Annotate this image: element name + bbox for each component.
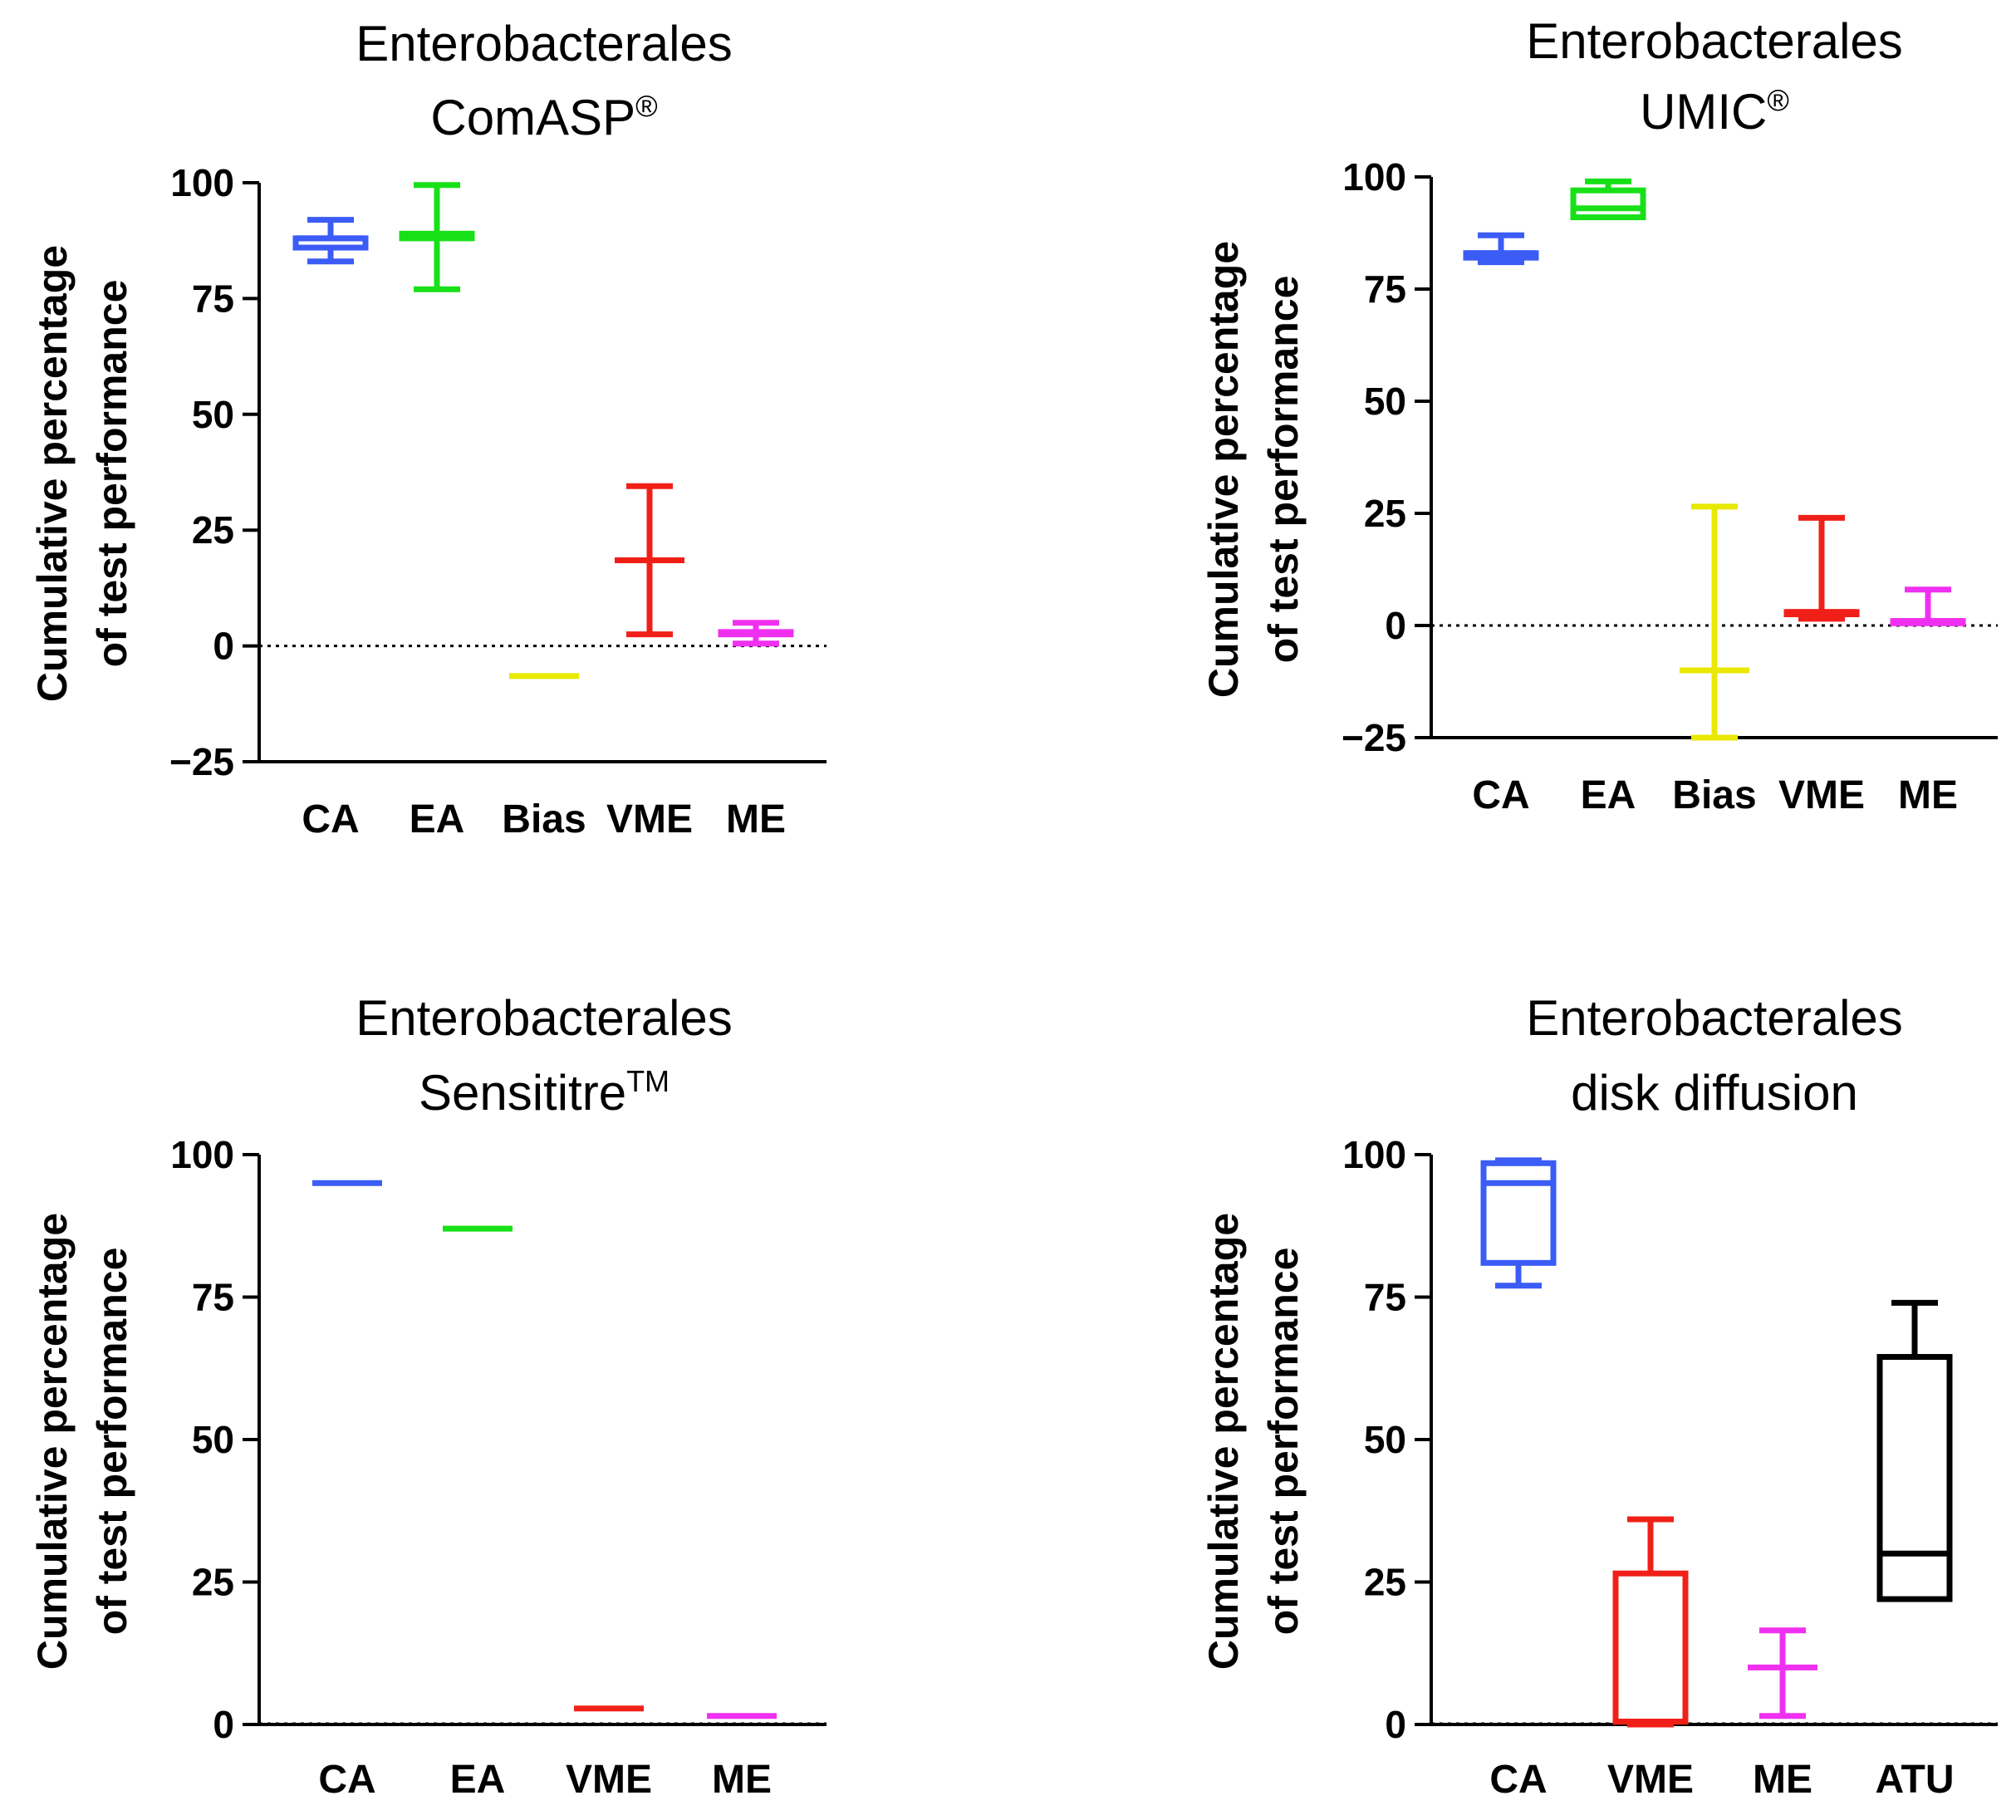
y-tick-label: 100	[1342, 155, 1406, 199]
y-tick-label: 0	[213, 1703, 234, 1746]
subtitle-mark: ®	[635, 89, 658, 123]
y-tick-label: 75	[1364, 1276, 1406, 1319]
series-me	[1748, 1627, 1817, 1719]
y-tick-label: −25	[1342, 716, 1406, 759]
y-tick-label: 75	[192, 277, 234, 320]
y-tick-label: 25	[192, 508, 234, 552]
series-ea	[399, 182, 475, 292]
series-vme	[1612, 1516, 1689, 1728]
box-iqr	[1570, 187, 1646, 221]
x-category-label: Bias	[1672, 773, 1756, 817]
y-tick-label: 100	[1342, 1133, 1406, 1176]
x-category-label: ME	[1753, 1758, 1812, 1802]
chart-title: Enterobacterales	[1526, 990, 1903, 1046]
x-category-label: VME	[566, 1758, 652, 1802]
chart-title: Enterobacterales	[1526, 13, 1903, 69]
x-category-label: ATU	[1875, 1758, 1954, 1802]
y-tick-label: 75	[1364, 267, 1406, 311]
x-category-label: CA	[302, 797, 359, 841]
y-axis-label-line: of test performance	[1260, 276, 1307, 664]
x-category-label: VME	[606, 797, 693, 841]
y-tick-label: 25	[1364, 1561, 1406, 1604]
y-tick-label: 25	[1364, 492, 1406, 535]
series-bias	[1680, 503, 1749, 741]
chart-subtitle: disk diffusion	[1571, 1065, 1858, 1121]
x-category-label: ME	[712, 1758, 772, 1802]
x-category-label: VME	[1607, 1758, 1694, 1802]
series-ea	[1570, 178, 1646, 221]
y-tick-label: 0	[1385, 604, 1406, 647]
y-axis-label-line: Cumulative percentage	[29, 1213, 76, 1670]
series-ca	[1480, 1157, 1557, 1289]
y-axis-label-line: Cumulative percentage	[29, 245, 76, 702]
series-atu	[1876, 1299, 1953, 1602]
y-tick-label: 50	[1364, 380, 1406, 423]
chart-panel-umic: Enterobacterales UMIC® Cumulative percenta…	[1200, 13, 1998, 817]
box-iqr	[1612, 1570, 1689, 1725]
y-tick-label: 25	[192, 1561, 234, 1604]
series-vme	[615, 483, 684, 638]
x-category-label: VME	[1778, 773, 1865, 817]
y-tick-label: 50	[192, 1418, 234, 1461]
x-category-label: EA	[450, 1758, 506, 1802]
y-tick-label: 100	[170, 1133, 234, 1176]
box-iqr	[1876, 1354, 1953, 1602]
x-category-label: CA	[1472, 773, 1529, 817]
x-category-label: ME	[1898, 773, 1958, 817]
x-category-label: CA	[1489, 1758, 1547, 1802]
subtitle-mark: TM	[626, 1064, 670, 1098]
y-axis-label-line: of test performance	[89, 1248, 135, 1636]
series-me	[1890, 586, 1966, 626]
x-category-label: CA	[318, 1758, 375, 1802]
chart-subtitle: UMIC®	[1640, 83, 1789, 140]
y-tick-label: −25	[169, 740, 234, 783]
y-tick-label: 50	[192, 393, 234, 436]
chart-subtitle: SensititreTM	[419, 1064, 670, 1121]
y-tick-label: 75	[192, 1276, 234, 1319]
series-ca	[1463, 232, 1539, 266]
chart-title: Enterobacterales	[356, 16, 733, 71]
y-axis-label-line: of test performance	[1260, 1248, 1307, 1636]
x-category-label: EA	[1581, 773, 1636, 817]
series-vme	[1783, 514, 1860, 622]
y-tick-label: 100	[170, 161, 234, 204]
series-ca	[292, 217, 369, 265]
x-category-label: EA	[410, 797, 465, 841]
y-tick-label: 0	[213, 625, 234, 668]
chart-title: Enterobacterales	[356, 990, 733, 1046]
y-tick-label: 50	[1364, 1418, 1406, 1461]
y-tick-label: 0	[1385, 1703, 1406, 1746]
chart-panel-comasp: Enterobacterales ComASP® Cumulative percen…	[29, 16, 827, 841]
series-me	[718, 620, 794, 647]
chart-panel-disk: Enterobacterales disk diffusion Cumulative…	[1200, 990, 1998, 1802]
x-category-label: Bias	[502, 797, 586, 841]
x-category-label: ME	[726, 797, 786, 841]
subtitle-mark: ®	[1767, 83, 1789, 117]
y-axis-label-line: Cumulative percentage	[1200, 1213, 1247, 1670]
chart-subtitle: ComASP®	[430, 89, 657, 145]
y-axis-label-line: Cumulative percentage	[1200, 241, 1247, 698]
y-axis-label-line: of test performance	[89, 280, 135, 668]
chart-panel-sensititre: Enterobacterales SensititreTM Cumulative p…	[29, 990, 827, 1802]
box-iqr	[1480, 1160, 1557, 1266]
